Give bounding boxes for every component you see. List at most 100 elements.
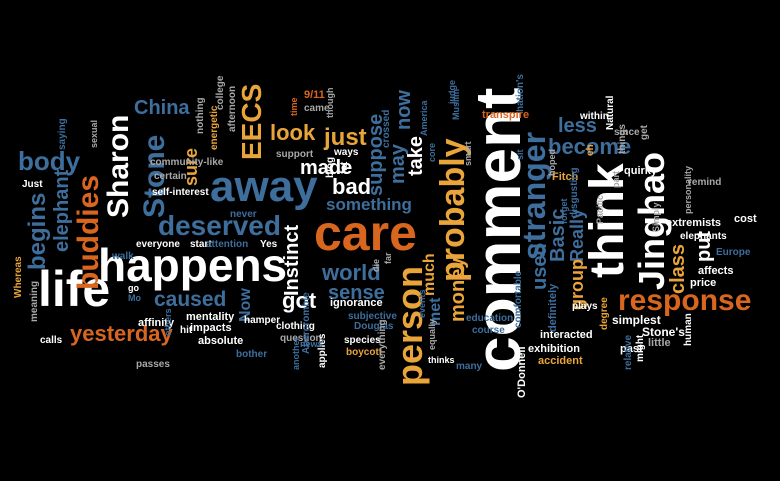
word-since: since [614,127,640,138]
word-elephant: elephant [51,169,73,252]
word-less: less [558,115,597,137]
word-little: little [648,337,671,349]
word-degree: degree [599,297,610,330]
word-O'Donnell: O'Donnell [516,346,528,398]
word-relative: relative [623,334,634,370]
word-Sharon: Sharon [102,114,135,218]
word-thinks: thinks [428,355,455,365]
word-others: others [163,308,173,336]
word-take: take [405,135,427,176]
word-nation's: nation's [515,74,526,112]
word-self-interest: self-interest [152,187,209,198]
word-affinity: affinity [138,317,175,329]
word-saying: saying [57,118,68,150]
word-hamper: hamper [244,315,281,326]
word-body: body [18,146,81,176]
word-many: many [456,361,483,372]
word-question: question [280,333,322,344]
word-forget: forget [559,198,569,225]
word-species: species [344,335,381,346]
word-within: within [580,111,609,122]
word-clothing: clothing [276,321,315,332]
word-judge: judge [447,80,457,104]
word-support: support [276,149,314,160]
word-everything: everything [377,319,388,370]
word-look: look [270,120,316,145]
word-caused: caused [154,288,227,311]
word-far: far [383,252,393,264]
word-smart: smart [463,141,473,166]
word-got: got [282,288,317,313]
word-another: another [291,336,301,370]
word-think: think [581,163,634,278]
word-China: China [134,97,190,119]
word-Mo: Mo [128,293,141,303]
word-comfortable: comfortable [513,270,524,328]
word-everyone: everyone [136,239,180,250]
word-attention: attention [206,239,249,250]
word-care: care [314,205,417,261]
word-things: things [617,124,628,154]
word-part: part [611,170,621,188]
word-Stone's: Stone's [642,325,685,339]
word-events: events [417,289,427,318]
word-hoped: hoped [547,149,557,176]
word-disgusting: disgusting [569,167,580,218]
word-came: came [304,103,330,114]
word-bad: bad [332,174,372,199]
word-life: life [38,261,111,317]
word-core: core [427,142,437,162]
word-Europe: Europe [716,247,751,258]
word-class: class [667,243,689,294]
word-certain: certain [154,171,187,182]
word-America: America [419,100,429,136]
word-news: news [300,339,323,349]
word-crossed: crossed [381,109,392,148]
word-boycott: boycott [346,347,383,358]
word-yesterday: yesterday [70,321,173,346]
word-9/11: 9/11 [304,89,325,101]
word-money: money [447,257,469,322]
word-past: past [620,343,643,355]
word-exhibition: exhibition [528,343,580,355]
word-Instinct: Instinct [281,224,303,296]
word-personality: personality [683,165,693,214]
word-cost: cost [734,213,757,225]
word-simplest: simplest [612,313,661,327]
word-quirky: quirky [624,165,658,177]
word-transpire: transpire [482,109,530,121]
word-Natural: Natural [605,95,616,130]
word-Whereas: Whereas [13,256,24,298]
word-get: get [639,125,650,140]
word-go: go [128,283,139,293]
word-affects: affects [698,265,734,277]
word-meaning: meaning [29,280,40,322]
word-afternoon: afternoon [227,85,238,132]
word-nothing: nothing [195,97,206,134]
word-energetic: energetic [209,105,220,150]
word-plays: plays [572,301,598,312]
word-subjective: subjective [348,311,397,322]
word-buddies: buddies [72,174,105,290]
word-sit: sit [515,149,525,160]
word-walk: walk [112,251,134,262]
word-remind: remind [688,177,722,188]
word-response: response [618,284,752,317]
word-community-like: community-like [150,157,224,168]
word-never: never [230,209,257,220]
word-human: human [683,313,694,346]
word-fat: fat [339,161,350,174]
word-die: die [371,258,381,272]
word-accident: accident [538,355,583,367]
word-away: away [210,162,318,211]
word-mentality: mentality [186,311,235,323]
word-become: become [548,134,632,159]
word-start: start [190,239,212,250]
word-sense: sense [328,282,385,304]
word-begins: begins [24,192,51,270]
word-passes: passes [136,359,170,370]
word-course: course [472,325,505,336]
word-happens: happens [98,239,288,291]
word-equally: equally [427,318,437,350]
word-hit: hit [180,325,193,336]
